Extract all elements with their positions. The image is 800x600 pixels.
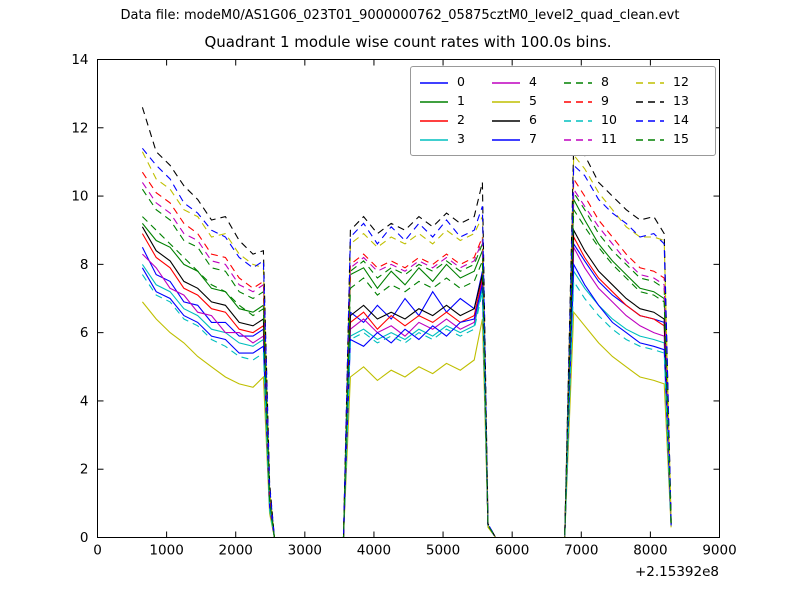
legend-line-sample: [492, 81, 520, 84]
legend-label: 11: [601, 131, 617, 147]
x-tick-label: 4000: [357, 543, 391, 559]
legend-label: 3: [457, 131, 465, 147]
legend-label: 4: [529, 74, 537, 90]
legend-line-sample: [564, 100, 592, 103]
x-axis-offset-label: +2.15392e8: [634, 564, 719, 580]
legend-line-sample: [492, 119, 520, 122]
legend-line-sample: [636, 138, 664, 141]
legend-line-sample: [420, 119, 448, 122]
legend-label: 7: [529, 131, 537, 147]
legend-line-sample: [420, 81, 448, 84]
y-tick-label: 2: [80, 462, 89, 478]
legend-line-sample: [492, 138, 520, 141]
legend-item-2: 2: [419, 114, 491, 127]
data-file-label: Data file: modeM0/AS1G06_023T01_90000007…: [120, 8, 680, 23]
x-tick-label: 7000: [564, 543, 598, 559]
legend-line-sample: [564, 138, 592, 141]
y-tick-label: 6: [80, 325, 89, 341]
y-tick-label: 14: [71, 52, 88, 68]
y-tick-label: 4: [80, 393, 89, 409]
legend-label: 0: [457, 74, 465, 90]
series-line-0: [141, 242, 672, 539]
legend-item-6: 6: [491, 114, 563, 127]
legend-label: 12: [673, 74, 689, 90]
legend-line-sample: [564, 119, 592, 122]
series-line-9: [141, 171, 672, 539]
series-line-5: [141, 301, 672, 539]
legend-line-sample: [492, 100, 520, 103]
x-tick-label: 5000: [426, 543, 460, 559]
legend-label: 13: [673, 93, 689, 109]
axes-frame: [97, 59, 720, 538]
legend-line-sample: [420, 138, 448, 141]
legend-item-1: 1: [419, 95, 491, 108]
legend-item-3: 3: [419, 133, 491, 146]
x-tick-label: 0: [93, 543, 102, 559]
legend-label: 5: [529, 93, 537, 109]
legend-item-9: 9: [563, 95, 635, 108]
series-line-12: [141, 151, 672, 539]
series-line-11: [141, 182, 672, 539]
legend-label: 9: [601, 93, 609, 109]
series-line-14: [141, 147, 672, 539]
series-line-15: [142, 207, 672, 539]
series-line-6: [141, 226, 672, 539]
legend-line-sample: [636, 100, 664, 103]
legend-label: 1: [457, 93, 465, 109]
legend-item-0: 0: [419, 76, 491, 89]
series-line-4: [142, 245, 672, 539]
legend-item-13: 13: [635, 95, 707, 108]
series-line-2: [141, 233, 672, 539]
chart-title: Quadrant 1 module wise count rates with …: [204, 33, 612, 51]
legend-item-12: 12: [635, 76, 707, 89]
x-tick-label: 3000: [288, 543, 322, 559]
series-line-13: [141, 107, 672, 539]
legend-label: 2: [457, 112, 465, 128]
x-tick-label: 2000: [219, 543, 253, 559]
x-tick-label: 1000: [149, 543, 183, 559]
y-tick-label: 10: [71, 189, 88, 205]
legend-item-14: 14: [635, 114, 707, 127]
legend-line-sample: [636, 119, 664, 122]
y-tick-label: 12: [71, 120, 88, 136]
legend-line-sample: [420, 100, 448, 103]
legend-item-10: 10: [563, 114, 635, 127]
series-line-3: [141, 264, 672, 539]
legend-item-8: 8: [563, 76, 635, 89]
legend-label: 6: [529, 112, 537, 128]
legend-label: 15: [673, 131, 689, 147]
legend: 0 1 2 3 4 5 6 7 8 9 10 11 12 13 14 15: [410, 66, 716, 156]
legend-label: 8: [601, 74, 609, 90]
legend-item-7: 7: [491, 133, 563, 146]
x-tick-label: 9000: [702, 543, 736, 559]
legend-label: 14: [673, 112, 689, 128]
series-line-10: [141, 274, 672, 539]
series-line-7: [141, 262, 672, 539]
y-tick-label: 0: [80, 530, 89, 546]
series-line-1: [141, 197, 672, 539]
legend-item-15: 15: [635, 133, 707, 146]
legend-item-4: 4: [491, 76, 563, 89]
x-tick-label: 8000: [633, 543, 667, 559]
legend-item-5: 5: [491, 95, 563, 108]
series-line-8: [141, 188, 672, 539]
x-tick-label: 6000: [495, 543, 529, 559]
legend-line-sample: [636, 81, 664, 84]
legend-label: 10: [601, 112, 617, 128]
legend-line-sample: [564, 81, 592, 84]
legend-item-11: 11: [563, 133, 635, 146]
y-tick-label: 8: [80, 257, 89, 273]
